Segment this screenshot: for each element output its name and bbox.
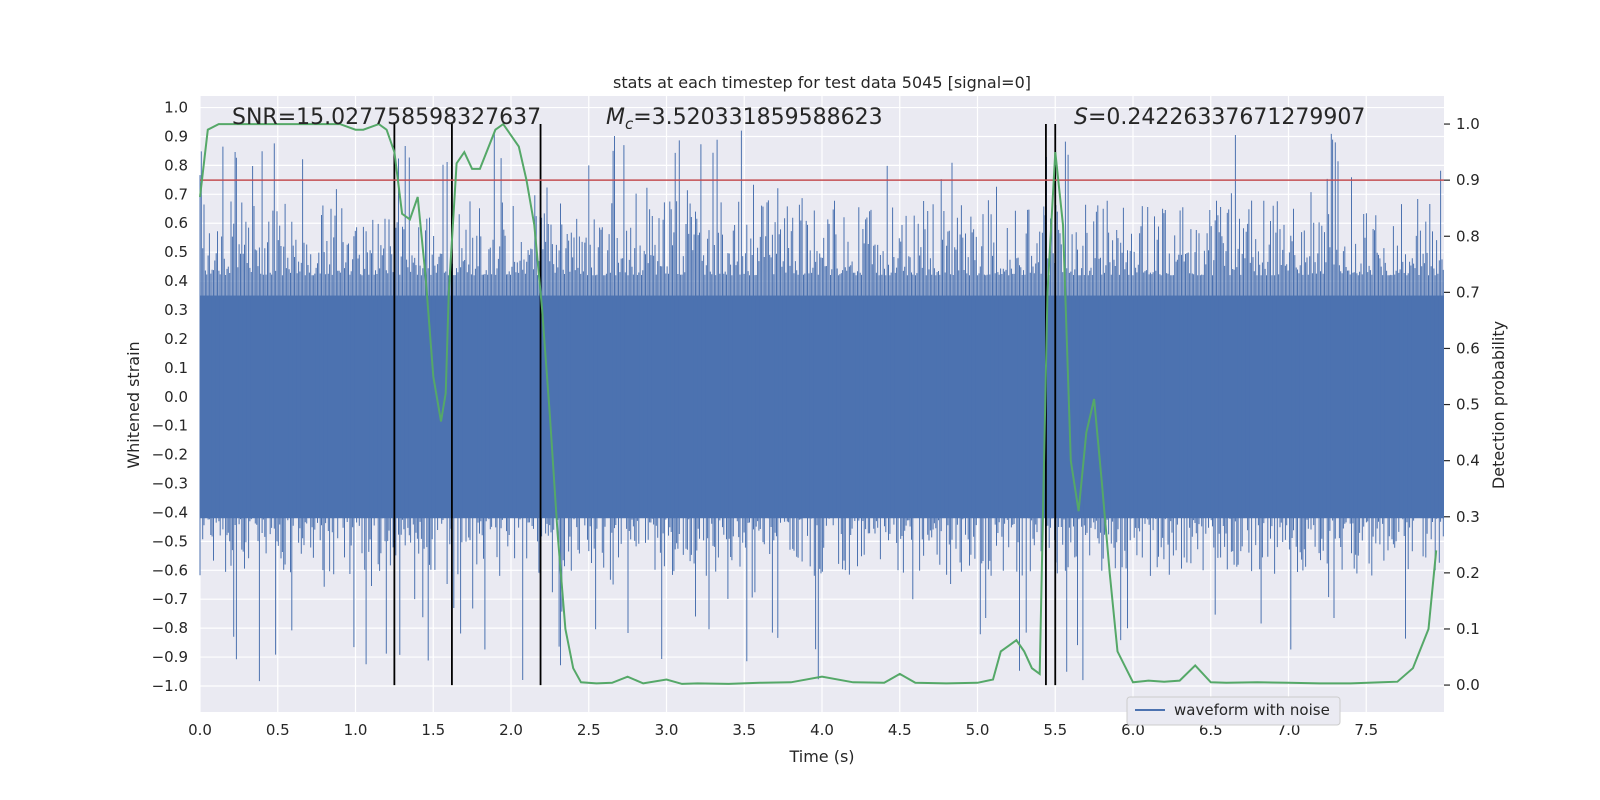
y-tick-label: 0.5 [164,243,188,261]
waveform-series [199,130,1444,682]
y-tick-label: −0.7 [152,590,188,608]
y-tick-label: 0.6 [164,214,188,232]
y-tick-label: −0.4 [152,503,188,521]
y-tick-label: −1.0 [152,677,188,695]
snr-annotation: SNR=15.027758598327637 [232,105,541,130]
chart-title: stats at each timestep for test data 504… [613,73,1031,92]
x-tick-label: 3.5 [732,721,756,739]
y-axis-label: Whitened strain [124,341,143,468]
x-tick-label: 3.0 [655,721,679,739]
legend-label: waveform with noise [1174,701,1330,719]
detection-probability-line [199,122,1438,685]
x-tick-label: 0.0 [188,721,212,739]
y2-tick-label: 0.0 [1456,676,1480,694]
y2-tick-label: 0.1 [1456,620,1480,638]
y-tick-label: −0.3 [152,475,188,493]
y-tick-label: 0.8 [164,156,188,174]
y2-tick-label: 0.8 [1456,227,1480,245]
chirp-mass-annotation: Mc=3.520331859588623 [606,105,883,133]
legend: waveform with noise [1126,696,1341,726]
y2-tick-label: 0.2 [1456,564,1480,582]
y-tick-label: −0.5 [152,532,188,550]
y-tick-label: −0.8 [152,619,188,637]
y2-tick-label: 0.3 [1456,508,1480,526]
y-tick-label: −0.1 [152,417,188,435]
waveform-noise-trace [199,130,1444,682]
legend-box [1126,696,1341,726]
x-tick-label: 4.5 [888,721,912,739]
y-tick-label: 0.9 [164,127,188,145]
y2-tick-label: 1.0 [1456,115,1480,133]
y-tick-label: 0.4 [164,272,188,290]
y-tick-label: 0.2 [164,330,188,348]
y2-tick-label: 0.6 [1456,339,1480,357]
y2-tick-label: 0.7 [1456,283,1480,301]
y-tick-label: 0.3 [164,301,188,319]
x-tick-label: 4.0 [810,721,834,739]
s-annotation: S=0.24226337671279907 [1074,105,1365,130]
y2-tick-labels: 1.0 0.9 0.8 0.7 0.6 0.5 0.4 0.3 0.2 0.1 0.0 [1444,115,1480,694]
y-tick-label: −0.2 [152,446,188,464]
x-tick-label: 7.5 [1354,721,1378,739]
y-tick-labels: 1.0 0.9 0.8 0.7 0.6 0.5 0.4 0.3 0.2 0.1 0.0 −0.1 −0.… [152,99,188,695]
x-tick-label: 2.5 [577,721,601,739]
x-axis-label: Time (s) [788,747,854,766]
x-tick-label: 5.5 [1043,721,1067,739]
x-tick-label: 2.0 [499,721,523,739]
y-tick-label: −0.6 [152,561,188,579]
x-tick-label: 1.5 [421,721,445,739]
y2-tick-label: 0.4 [1456,452,1480,470]
y-tick-label: 0.7 [164,185,188,203]
y-tick-label: 1.0 [164,99,188,117]
y-tick-label: 0.1 [164,359,188,377]
y2-axis-label: Detection probability [1489,321,1508,489]
y2-tick-label: 0.5 [1456,396,1480,414]
y-tick-label: 0.0 [164,388,188,406]
y-tick-label: −0.9 [152,648,188,666]
x-tick-label: 1.0 [344,721,368,739]
y2-tick-label: 0.9 [1456,171,1480,189]
x-tick-label: 0.5 [266,721,290,739]
x-tick-label: 5.0 [966,721,990,739]
